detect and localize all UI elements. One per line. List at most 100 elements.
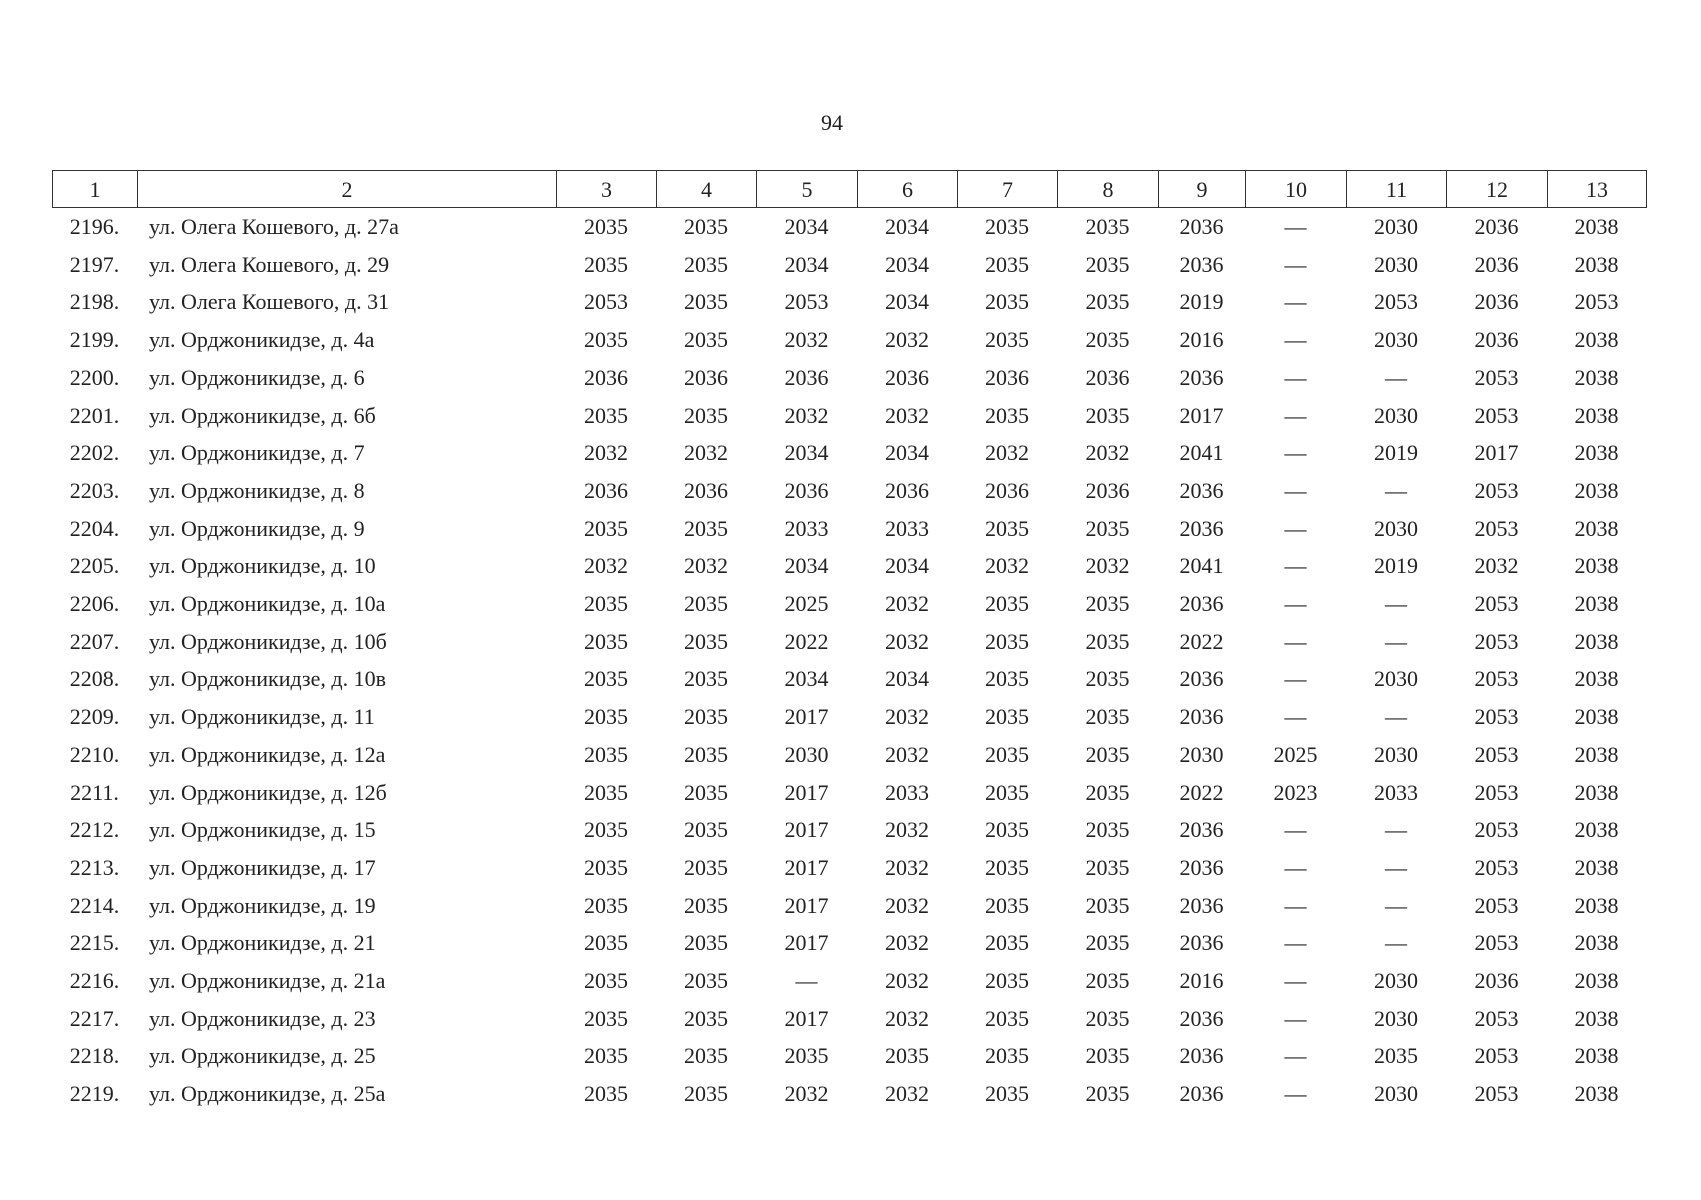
table-cell: — <box>1284 930 1307 956</box>
table-cell: 2036 <box>1179 1081 1224 1107</box>
table-cell: 2035 <box>1085 214 1130 239</box>
table-cell: 2032 <box>584 553 628 579</box>
address-cell: ул. Орджоникидзе, д. 6 <box>149 364 365 390</box>
table-cell: 2038 <box>1574 364 1619 390</box>
table-cell: 2053 <box>1474 741 1519 767</box>
table-cell: 2032 <box>684 553 728 579</box>
table-cell: 2207. <box>69 628 120 654</box>
table-cell: 2214. <box>69 892 120 918</box>
table-cell: 2035 <box>584 402 628 428</box>
table-cell: 2030 <box>784 741 829 767</box>
table-cell: 2034 <box>885 666 929 692</box>
table-cell: 2022 <box>1179 628 1224 654</box>
table-cell: 2038 <box>1574 779 1619 805</box>
table-cell: 2041 <box>1179 440 1224 466</box>
table-cell: 2036 <box>1085 364 1130 390</box>
table-cell: 2035 <box>985 515 1029 541</box>
table-cell: 2035 <box>584 666 628 692</box>
table-cell: 2036 <box>584 477 628 503</box>
table-cell: 2035 <box>684 892 728 918</box>
table-cell: 2035 <box>584 1005 628 1031</box>
table-cell: — <box>1284 1043 1307 1069</box>
table-cell: 2035 <box>584 591 628 616</box>
header-cell: 1 <box>52 170 138 208</box>
table-cell: 2035 <box>684 741 728 767</box>
table-cell: 2035 <box>684 930 728 956</box>
table-cell: 2022 <box>784 628 829 654</box>
table-cell: — <box>1284 591 1307 616</box>
table-cell: 2034 <box>784 251 829 277</box>
table-cell: 2036 <box>1179 930 1224 956</box>
header-cell: 9 <box>1158 170 1246 208</box>
table-cell: 2038 <box>1574 553 1619 579</box>
table-cell: 2201. <box>69 402 120 428</box>
table-cell: 2199. <box>69 327 120 353</box>
table-cell: 2036 <box>1179 704 1224 730</box>
table-cell: 2218. <box>69 1043 120 1069</box>
table-cell: 2032 <box>885 1005 929 1031</box>
table-cell: 2216. <box>69 968 120 993</box>
table-cell: 2036 <box>1474 251 1519 277</box>
table-cell: 2032 <box>985 440 1029 466</box>
table-cell: 2034 <box>784 666 829 692</box>
address-cell: ул. Орджоникидзе, д. 12б <box>149 779 387 805</box>
table-cell: 2036 <box>985 364 1029 390</box>
table-cell: 2032 <box>885 892 929 918</box>
address-cell: ул. Орджоникидзе, д. 25 <box>149 1043 376 1069</box>
table-cell: 2053 <box>1474 402 1519 428</box>
table-cell: 2211. <box>70 779 119 805</box>
table-cell: 2017 <box>784 854 829 880</box>
table-cell: 2035 <box>684 704 728 730</box>
table-cell: 2038 <box>1574 1043 1619 1069</box>
table-cell: 2030 <box>1374 402 1418 428</box>
table-cell: 2034 <box>784 553 829 579</box>
address-cell: ул. Орджоникидзе, д. 10а <box>149 591 386 616</box>
table-cell: — <box>1284 364 1307 390</box>
table-cell: 2038 <box>1574 854 1619 880</box>
table-cell: 2213. <box>69 854 120 880</box>
table-cell: 2035 <box>1085 289 1130 315</box>
table-cell: 2038 <box>1574 402 1619 428</box>
table-cell: 2038 <box>1574 968 1619 993</box>
table-cell: 2035 <box>985 1005 1029 1031</box>
table-cell: 2030 <box>1374 214 1418 239</box>
address-cell: ул. Орджоникидзе, д. 6б <box>149 402 376 428</box>
table-cell: 2017 <box>784 892 829 918</box>
table-cell: 2035 <box>684 854 728 880</box>
table-cell: 2032 <box>885 968 929 993</box>
table-cell: 2035 <box>1085 327 1130 353</box>
table-cell: 2036 <box>684 477 728 503</box>
table-cell: 2034 <box>885 251 929 277</box>
address-cell: ул. Орджоникидзе, д. 10б <box>149 628 387 654</box>
table-cell: 2035 <box>885 1043 929 1069</box>
table-cell: 2035 <box>985 779 1029 805</box>
header-cell: 11 <box>1346 170 1447 208</box>
table-cell: 2053 <box>1474 817 1519 843</box>
table-cell: 2032 <box>1474 553 1519 579</box>
table-cell: 2036 <box>1179 892 1224 918</box>
table-cell: 2035 <box>684 591 728 616</box>
header-cell: 12 <box>1446 170 1548 208</box>
table-cell: 2030 <box>1374 327 1418 353</box>
table-cell: 2017 <box>784 779 829 805</box>
address-cell: ул. Олега Кошевого, д. 31 <box>149 289 390 315</box>
table-cell: 2035 <box>985 968 1029 993</box>
address-cell: ул. Орджоникидзе, д. 7 <box>149 440 365 466</box>
address-cell: ул. Орджоникидзе, д. 23 <box>149 1005 376 1031</box>
table-cell: 2038 <box>1574 327 1619 353</box>
table-cell: 2035 <box>985 1081 1029 1107</box>
table-cell: 2036 <box>1474 214 1519 239</box>
table-cell: — <box>1284 666 1307 692</box>
table-cell: 2034 <box>885 289 929 315</box>
table-cell: 2053 <box>1374 289 1418 315</box>
table-cell: 2035 <box>584 214 628 239</box>
table-cell: 2032 <box>885 741 929 767</box>
table-cell: — <box>1284 553 1307 579</box>
table-cell: 2032 <box>885 327 929 353</box>
table-cell: 2035 <box>985 289 1029 315</box>
address-cell: ул. Орджоникидзе, д. 11 <box>149 704 375 730</box>
table-cell: — <box>1284 892 1307 918</box>
table-cell: 2198. <box>69 289 120 315</box>
header-cell: 5 <box>756 170 858 208</box>
table-cell: 2017 <box>784 817 829 843</box>
